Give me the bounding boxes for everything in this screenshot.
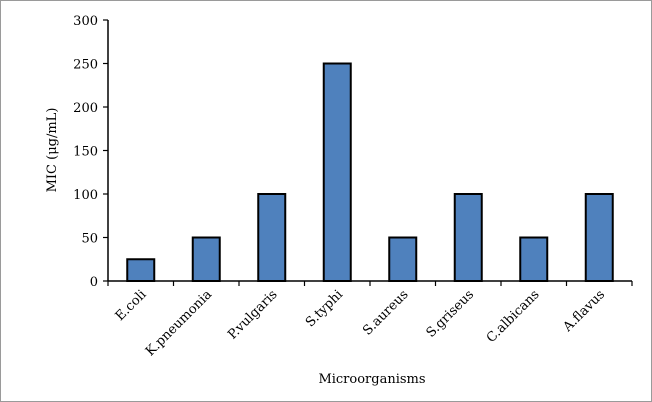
bar-c-albicans <box>519 236 549 282</box>
x-axis-title: Microorganisms <box>318 372 425 387</box>
x-tick-label: S.griseus <box>424 287 478 341</box>
x-tick-label: A.flavus <box>560 287 608 335</box>
y-tick-label: 200 <box>73 101 98 116</box>
y-tick-label: 150 <box>73 145 98 160</box>
y-tick-label: 0 <box>90 275 98 290</box>
bars-group <box>126 62 614 282</box>
bar-a-flavus <box>584 193 614 282</box>
y-tick-label: 300 <box>73 14 98 29</box>
bar-s-typhi <box>322 62 352 282</box>
x-tick-label: S.aureus <box>360 287 411 338</box>
bar-e-coli <box>126 258 156 282</box>
y-axis-title: MIC (μg/mL) <box>45 108 60 193</box>
y-ticks-group: 0 50 100 150 200 250 300 <box>73 14 108 290</box>
bar-s-griseus <box>453 193 483 282</box>
y-tick-label: 50 <box>81 232 98 247</box>
x-tick-label: E.coli <box>113 287 150 324</box>
bar-k-pneumonia <box>191 236 221 282</box>
x-tick-label: P.vulgaris <box>225 287 280 342</box>
bar-s-aureus <box>388 236 418 282</box>
bar-p-vulgaris <box>257 193 287 282</box>
y-tick-label: 100 <box>73 188 98 203</box>
x-tick-label: C.albicans <box>484 287 543 346</box>
axes-group <box>107 20 632 282</box>
x-tick-label: K.pneumonia <box>143 287 215 359</box>
y-tick-label: 250 <box>73 58 98 73</box>
x-tick-label: S.typhi <box>303 287 346 330</box>
